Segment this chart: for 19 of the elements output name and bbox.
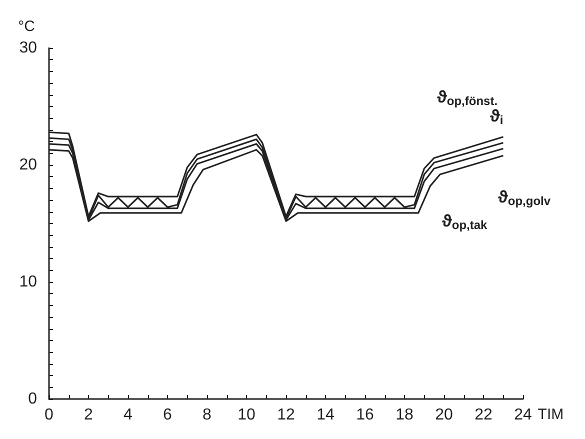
x-tick-label: 6	[163, 406, 172, 424]
x-tick-label: 2	[84, 406, 94, 424]
x-tick-label: 16	[356, 406, 374, 424]
x-tick-label: 10	[238, 406, 256, 424]
x-tick-label: 0	[44, 406, 54, 424]
x-tick-label: 14	[316, 406, 334, 424]
x-tick-label: 22	[474, 406, 492, 424]
x-tick-label: 8	[202, 406, 212, 424]
y-tick-label: 20	[19, 156, 38, 174]
x-tick-label: 4	[124, 406, 133, 424]
x-tick-label: 12	[277, 406, 295, 424]
x-tick-label: 20	[435, 406, 453, 424]
x-axis-title: TIM	[538, 406, 564, 423]
y-tick-label: 10	[19, 274, 38, 290]
x-tick-label: 24	[514, 406, 532, 424]
y-tick-label: 0	[28, 390, 38, 408]
y-axis-title: °C	[18, 18, 36, 35]
x-tick-label: 18	[396, 406, 414, 424]
y-tick-label: 30	[19, 40, 38, 56]
